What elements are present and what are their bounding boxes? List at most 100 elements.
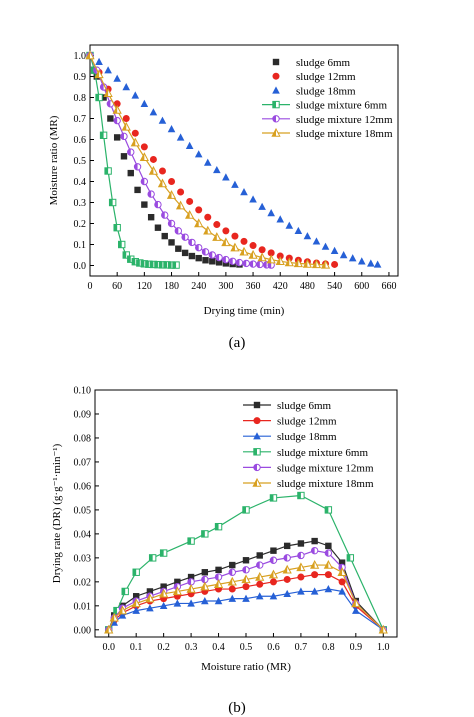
data-point	[120, 132, 128, 141]
data-point	[297, 540, 305, 547]
data-point-fill	[110, 613, 115, 622]
data-point	[107, 115, 114, 122]
data-point	[141, 201, 148, 208]
data-point	[213, 165, 221, 174]
data-point	[231, 232, 239, 240]
data-point	[172, 586, 182, 596]
legend-label: sludge 6mm	[277, 400, 332, 412]
x-tick-label: 180	[164, 281, 179, 292]
data-point	[139, 152, 149, 162]
data-point-fill	[104, 625, 109, 634]
data-point-fill	[91, 67, 95, 74]
data-point	[99, 131, 108, 140]
data-point	[256, 552, 263, 559]
legend-label: sludge mixture 6mm	[296, 100, 387, 112]
data-point	[214, 522, 223, 531]
data-point-fill	[95, 70, 100, 78]
data-point	[146, 588, 154, 595]
data-point	[201, 248, 210, 256]
data-point-fill	[312, 260, 317, 268]
data-point-fill	[150, 261, 154, 268]
y-tick-label: 0.00	[74, 625, 92, 636]
data-point	[222, 227, 230, 235]
data-point	[127, 148, 135, 156]
data-point-fill	[160, 549, 164, 557]
data-point	[121, 121, 131, 131]
data-point-fill	[267, 261, 272, 269]
data-point	[108, 198, 117, 207]
x-tick-label: 60	[112, 281, 122, 292]
data-point	[167, 219, 176, 228]
data-point	[213, 221, 221, 229]
data-point	[283, 575, 291, 583]
y-tick-label: 0.2	[74, 219, 87, 230]
data-point-fill	[132, 599, 137, 607]
data-point	[146, 604, 154, 612]
data-point-fill	[283, 554, 288, 562]
data-point	[213, 579, 224, 588]
data-point	[293, 258, 303, 268]
data-point	[283, 589, 291, 598]
data-point-fill	[249, 251, 254, 259]
data-point	[187, 578, 195, 586]
data-point	[228, 257, 237, 265]
data-point-fill	[255, 573, 260, 581]
data-point-fill	[379, 625, 384, 634]
data-point-fill	[104, 89, 109, 97]
data-point	[324, 571, 332, 579]
data-point	[242, 506, 250, 514]
data-point	[348, 254, 357, 262]
data-point-fill	[283, 565, 288, 574]
data-point	[276, 252, 284, 260]
data-point-fill	[347, 554, 351, 562]
data-point	[104, 66, 112, 74]
x-tick-label: 600	[354, 281, 369, 292]
chart-panel-0: 0 60 120 180 240 300 360 420 480 540 600 660 0.0 0.1 0…	[48, 44, 399, 351]
data-point	[269, 494, 278, 502]
data-point-fill	[159, 589, 164, 598]
data-point	[118, 240, 126, 249]
data-point	[241, 574, 251, 584]
data-point	[311, 571, 319, 579]
data-point	[324, 585, 333, 593]
data-point	[294, 226, 303, 235]
data-point	[158, 167, 166, 175]
data-point-fill	[149, 554, 153, 562]
data-point-fill	[172, 261, 177, 269]
data-point-fill	[188, 239, 192, 246]
data-point	[248, 249, 258, 259]
data-point	[166, 190, 177, 199]
data-point	[321, 242, 330, 250]
data-point	[282, 564, 292, 574]
data-point	[148, 554, 157, 562]
data-point-fill	[214, 580, 219, 588]
data-point	[270, 547, 277, 554]
data-point	[154, 200, 162, 209]
series-5	[85, 50, 331, 269]
data-point	[149, 155, 157, 163]
data-point-fill	[122, 122, 127, 131]
data-point	[181, 233, 189, 241]
data-point	[175, 200, 186, 210]
data-point	[122, 251, 130, 259]
data-point	[160, 583, 167, 590]
data-point	[95, 93, 103, 102]
data-point	[154, 224, 162, 231]
chart-panel-1: 0.0 0.1 0.2 0.3 0.4 0.5 0.6 0.7 0.8 0.9 1.0 0.00 0.0…	[51, 386, 398, 716]
data-point	[240, 237, 248, 245]
legend-label: sludge mixture 18mm	[296, 128, 393, 140]
data-point	[203, 225, 213, 235]
data-point-fill	[228, 577, 233, 586]
x-tick-label: 660	[381, 281, 396, 292]
x-tick-label: 480	[300, 281, 315, 292]
legend: sludge 6mm sludge 12mm sludge 18mm sludge m…	[262, 57, 393, 140]
data-point	[113, 224, 121, 232]
data-point-fill	[242, 575, 246, 583]
data-point-fill	[132, 569, 137, 576]
series-1	[86, 52, 339, 268]
x-tick-label: 0.2	[157, 642, 170, 653]
data-point	[201, 569, 209, 576]
data-point-fill	[270, 494, 274, 502]
data-point	[312, 237, 321, 245]
data-point-fill	[242, 506, 246, 514]
